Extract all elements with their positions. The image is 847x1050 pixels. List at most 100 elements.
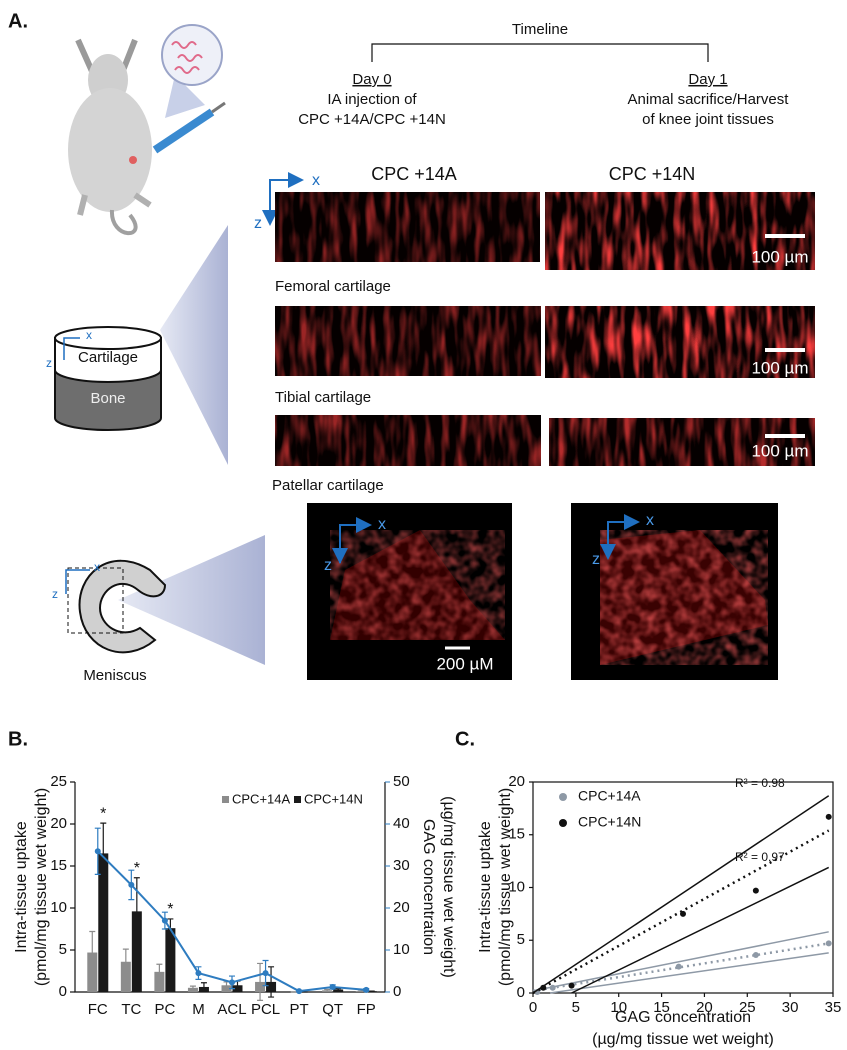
y-tick-label: 0: [517, 984, 525, 1001]
x-axis-label: GAG concentration: [615, 1009, 751, 1026]
legend-label: CPC+14N: [578, 814, 641, 830]
error-bar: [100, 822, 107, 885]
axis-label: x: [312, 172, 320, 189]
x-tick-label: 15: [653, 999, 670, 1016]
meniscus-images: [307, 503, 778, 680]
timeline-bracket: [371, 43, 709, 62]
error-bar: [89, 930, 96, 975]
error-bar: [200, 982, 207, 992]
bar: [98, 853, 109, 992]
panel-label: A.: [8, 10, 28, 32]
timeline-title: Timeline: [512, 21, 568, 38]
line-point: [262, 970, 269, 977]
axis-label: z: [324, 557, 332, 574]
confidence-line: [550, 952, 829, 994]
y-tick-label: 25: [50, 773, 67, 790]
tissue-label: Patellar cartilage: [272, 477, 384, 494]
error-bar: [335, 988, 342, 991]
line-point: [329, 983, 336, 990]
y2-tick-label: 0: [393, 983, 401, 1000]
legend-swatch: [222, 796, 229, 803]
y-tick-label: 5: [517, 931, 525, 948]
line-point: [161, 917, 168, 924]
x-tick-label: 35: [825, 999, 842, 1016]
column-header: CPC +14A: [371, 164, 457, 184]
y2-axis-label: (µg/mg tissue wet weight): [440, 796, 457, 978]
line-point: [94, 848, 101, 855]
zoom-cone: [160, 225, 228, 465]
scale-bar-label: 100 µm: [751, 441, 808, 460]
point: [549, 984, 556, 991]
point: [752, 887, 759, 894]
y2-axis-label: GAG concentration: [420, 819, 437, 955]
timeline-day: Day 1: [688, 71, 727, 88]
legend-label: CPC+14N: [304, 791, 363, 806]
tissue-label: Tibial cartilage: [275, 389, 371, 406]
error-bar: [268, 966, 275, 998]
scale-bar-label: 100 µm: [751, 247, 808, 266]
significance-mark: *: [100, 805, 106, 822]
y-axis-label: (pmol/mg tissue wet weight): [497, 788, 514, 986]
microscopy-strips: [275, 192, 815, 466]
axis-label: x: [646, 512, 654, 529]
timeline-text: IA injection of: [327, 91, 417, 108]
timeline-text: Animal sacrifice/Harvest: [628, 91, 790, 108]
line-point: [195, 970, 202, 977]
y-tick-label: 5: [59, 941, 67, 958]
bar: [165, 928, 176, 992]
scale-bar-label: 200 µM: [436, 654, 493, 673]
legend-label: CPC+14A: [578, 788, 641, 804]
x-tick-label: PC: [154, 1001, 175, 1018]
error-bar: [122, 948, 129, 975]
line-point: [128, 881, 135, 888]
panel-a: A. Timeline Day 0 IA injection of CPC +1…: [8, 10, 815, 684]
error-bar: [324, 988, 331, 992]
fit-line: [532, 829, 830, 995]
y-tick-label: 20: [50, 815, 67, 832]
line-point: [363, 986, 370, 993]
r2-label: R² = 0.98: [735, 776, 785, 790]
point: [540, 984, 547, 991]
confidence-line: [571, 866, 830, 994]
x-tick-label: M: [192, 1001, 205, 1018]
error-bar: [257, 962, 264, 1001]
line-point: [229, 979, 235, 986]
x-tick-label: 25: [739, 999, 756, 1016]
tissue-label: Femoral cartilage: [275, 278, 391, 295]
cartilage-cylinder: [54, 326, 162, 431]
meniscus-label: Meniscus: [83, 667, 146, 684]
point: [680, 910, 686, 917]
x-tick-label: 30: [782, 999, 799, 1016]
zoom-cone: [118, 535, 265, 665]
error-bar: [133, 877, 140, 946]
x-tick-label: FP: [357, 1001, 376, 1018]
legend-marker: [559, 819, 567, 827]
legend-marker: [559, 793, 567, 801]
timeline-day: Day 0: [352, 71, 391, 88]
point: [752, 952, 759, 959]
line-point: [296, 988, 303, 995]
y-axis-label: Intra-tissue uptake: [13, 821, 30, 953]
y-tick-label: 10: [508, 878, 525, 895]
y-tick-label: 15: [508, 826, 525, 843]
axis-label: x: [86, 328, 92, 342]
point: [825, 940, 832, 947]
layer-label: Cartilage: [78, 349, 138, 366]
crop-box: [67, 567, 124, 634]
error-bar: [156, 963, 163, 980]
x-tick-label: 10: [610, 999, 627, 1016]
y2-tick-label: 20: [393, 899, 410, 916]
y-axis-label: (pmol/mg tissue wet weight): [33, 788, 50, 986]
y-tick-label: 20: [508, 773, 525, 790]
axis-label: z: [46, 356, 52, 370]
axis-label: x: [94, 560, 100, 574]
x-tick-label: QT: [322, 1001, 343, 1018]
x-tick-label: PT: [290, 1001, 309, 1018]
confidence-line: [532, 931, 829, 992]
panel-label: C.: [455, 728, 475, 750]
y-tick-label: 15: [50, 857, 67, 874]
point: [675, 963, 682, 970]
x-axis-label: (µg/mg tissue wet weight): [592, 1031, 774, 1048]
layer-label: Bone: [90, 390, 125, 407]
